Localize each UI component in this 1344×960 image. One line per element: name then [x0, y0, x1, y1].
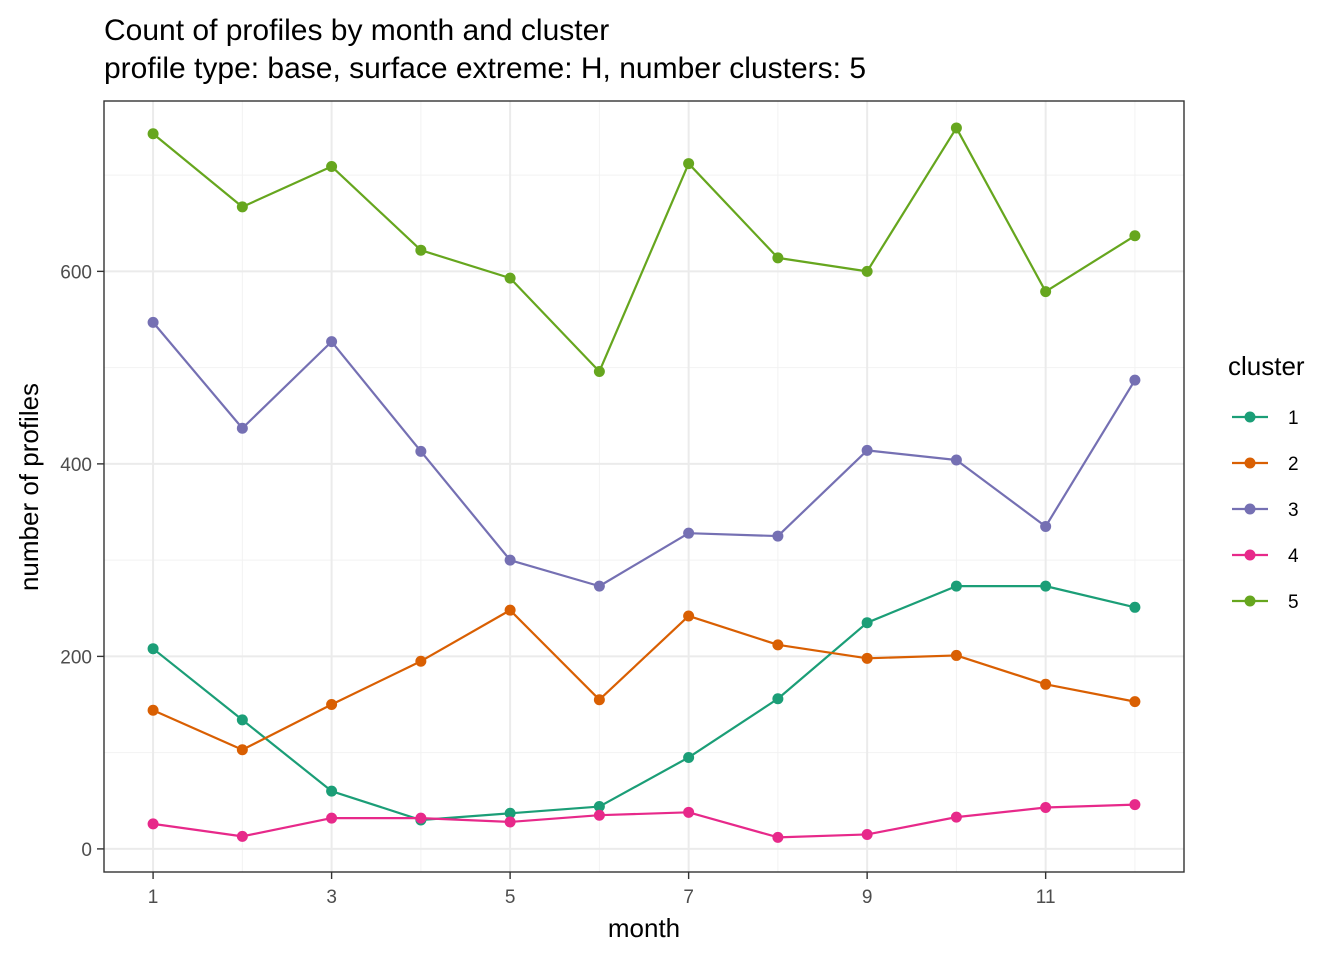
- data-point-cluster-2: [236, 744, 248, 756]
- data-point-cluster-4: [1040, 802, 1052, 814]
- data-point-cluster-2: [1129, 696, 1141, 708]
- data-point-cluster-4: [236, 830, 248, 842]
- x-tick-label: 11: [1036, 887, 1056, 908]
- data-point-cluster-1: [950, 580, 962, 592]
- data-point-cluster-3: [683, 527, 695, 539]
- legend-label: 4: [1288, 546, 1299, 567]
- data-point-cluster-5: [147, 128, 159, 140]
- y-tick-label: 400: [60, 455, 92, 476]
- data-point-cluster-3: [1040, 520, 1052, 532]
- data-point-cluster-3: [950, 454, 962, 466]
- data-point-cluster-2: [772, 639, 784, 651]
- series-line-cluster-2: [152, 609, 1136, 751]
- data-point-cluster-2: [415, 655, 427, 667]
- y-tick-label: 0: [81, 840, 92, 861]
- plot-panel: [104, 101, 1184, 872]
- legend-label: 2: [1288, 454, 1299, 475]
- data-point-cluster-5: [861, 265, 873, 277]
- data-point-cluster-1: [147, 643, 159, 655]
- data-point-cluster-5: [950, 122, 962, 134]
- data-point-cluster-2: [950, 649, 962, 661]
- data-point-cluster-1: [861, 617, 873, 629]
- legend-key-point: [1244, 411, 1256, 423]
- chart-subtitle: profile type: base, surface extreme: H, …: [104, 52, 866, 85]
- plot-border: [103, 100, 1185, 873]
- legend-key-point: [1244, 457, 1256, 469]
- data-point-cluster-3: [415, 445, 427, 457]
- data-point-cluster-2: [504, 604, 516, 616]
- x-tick-label: 1: [148, 887, 159, 908]
- data-point-cluster-3: [1129, 374, 1141, 386]
- data-point-cluster-4: [683, 806, 695, 818]
- data-point-cluster-5: [504, 272, 516, 284]
- data-point-cluster-1: [772, 693, 784, 705]
- data-point-cluster-4: [593, 809, 605, 821]
- x-axis-title: month: [608, 913, 680, 943]
- data-point-cluster-1: [1129, 601, 1141, 613]
- data-point-cluster-2: [326, 699, 338, 711]
- data-point-cluster-5: [1040, 286, 1052, 298]
- data-point-cluster-2: [683, 610, 695, 622]
- data-point-cluster-4: [326, 812, 338, 824]
- data-point-cluster-4: [772, 831, 784, 843]
- data-point-cluster-2: [147, 704, 159, 716]
- series-line-cluster-1: [152, 585, 1136, 822]
- data-point-cluster-2: [861, 652, 873, 664]
- x-tick-label: 7: [683, 887, 694, 908]
- legend: 1 2 3 4 5: [1232, 408, 1299, 613]
- data-point-cluster-4: [415, 812, 427, 824]
- data-point-cluster-2: [1040, 678, 1052, 690]
- data-point-cluster-3: [326, 336, 338, 348]
- legend-label: 5: [1288, 592, 1299, 613]
- axis-ticks: 0 200 400 600 1 3 5 7 9 11: [60, 262, 1055, 908]
- data-point-cluster-4: [950, 811, 962, 823]
- data-point-cluster-3: [147, 316, 159, 328]
- legend-label: 1: [1288, 408, 1299, 429]
- data-point-cluster-1: [236, 714, 248, 726]
- legend-key-point: [1244, 549, 1256, 561]
- series-layer: [147, 122, 1141, 843]
- data-point-cluster-4: [1129, 799, 1141, 811]
- data-point-cluster-5: [326, 160, 338, 172]
- data-point-cluster-4: [147, 818, 159, 830]
- x-tick-label: 9: [862, 887, 873, 908]
- x-tick-label: 3: [326, 887, 337, 908]
- legend-key-point: [1244, 595, 1256, 607]
- data-point-cluster-5: [236, 201, 248, 213]
- data-point-cluster-2: [593, 694, 605, 706]
- data-point-cluster-3: [593, 580, 605, 592]
- data-point-cluster-1: [504, 807, 516, 819]
- data-point-cluster-3: [504, 554, 516, 566]
- data-point-cluster-5: [593, 365, 605, 377]
- series-line-cluster-4: [152, 803, 1135, 839]
- chart-title: Count of profiles by month and cluster: [104, 14, 609, 47]
- series-line-cluster-3: [152, 321, 1136, 588]
- data-point-cluster-1: [593, 801, 605, 813]
- y-tick-label: 600: [60, 262, 92, 283]
- data-point-cluster-1: [683, 751, 695, 763]
- data-point-cluster-1: [326, 785, 338, 797]
- legend-label: 3: [1288, 500, 1299, 521]
- data-point-cluster-3: [236, 422, 248, 434]
- x-tick-label: 5: [505, 887, 516, 908]
- data-point-cluster-5: [772, 252, 784, 264]
- data-point-cluster-5: [1129, 230, 1141, 242]
- data-point-cluster-3: [772, 530, 784, 542]
- data-point-cluster-5: [683, 158, 695, 170]
- y-tick-label: 200: [60, 647, 92, 668]
- grid-lines: [104, 101, 1184, 872]
- data-point-cluster-4: [861, 828, 873, 840]
- legend-key-point: [1244, 503, 1256, 515]
- series-line-cluster-5: [152, 126, 1136, 373]
- data-point-cluster-5: [415, 244, 427, 256]
- y-axis-title: number of profiles: [14, 383, 44, 591]
- data-point-cluster-4: [504, 816, 516, 828]
- legend-title: cluster: [1228, 351, 1305, 381]
- data-point-cluster-3: [861, 444, 873, 456]
- data-point-cluster-1: [1040, 580, 1052, 592]
